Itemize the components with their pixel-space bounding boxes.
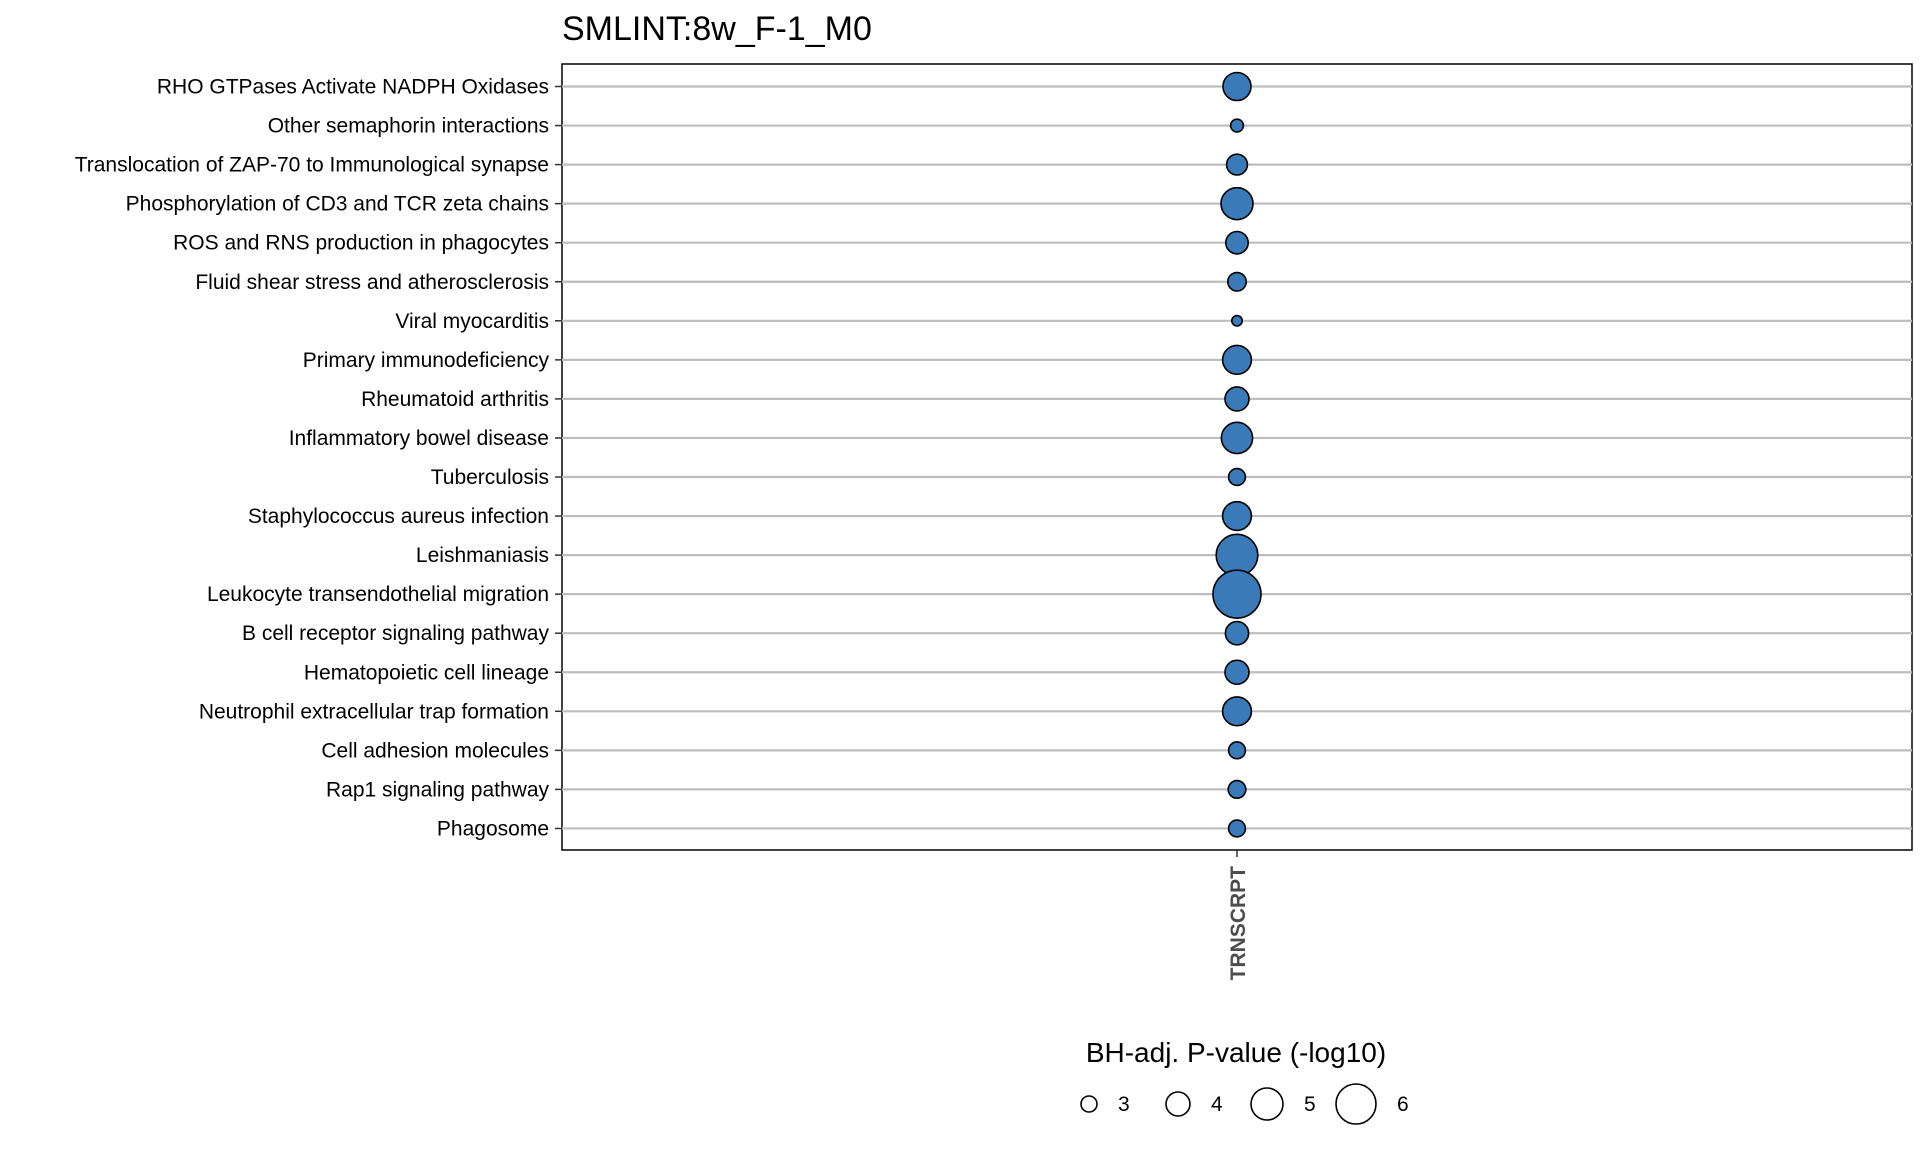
legend-key bbox=[1335, 1083, 1377, 1125]
legend-label: 6 bbox=[1397, 1093, 1409, 1116]
y-tick-label: Staphylococcus aureus infection bbox=[248, 505, 549, 528]
y-tick-label: Viral myocarditis bbox=[395, 310, 549, 333]
y-tick-label: RHO GTPases Activate NADPH Oxidases bbox=[157, 76, 549, 99]
legend-label: 5 bbox=[1304, 1093, 1316, 1116]
legend-label: 4 bbox=[1211, 1093, 1223, 1116]
data-point bbox=[1221, 500, 1253, 532]
y-tick-label: Leukocyte transendothelial migration bbox=[207, 583, 549, 606]
y-axis: RHO GTPases Activate NADPH Oxidases Other… bbox=[75, 76, 562, 840]
y-tick-label: Hematopoietic cell lineage bbox=[304, 661, 549, 684]
data-points bbox=[1212, 71, 1262, 838]
legend-key bbox=[1250, 1087, 1284, 1121]
data-point bbox=[1227, 467, 1247, 487]
data-point bbox=[1231, 314, 1244, 327]
data-point bbox=[1227, 779, 1247, 800]
data-point bbox=[1227, 819, 1247, 838]
y-tick-label: Cell adhesion molecules bbox=[321, 739, 549, 762]
legend-title: BH-adj. P-value (-log10) bbox=[1086, 1037, 1386, 1068]
data-point bbox=[1220, 421, 1254, 455]
x-axis: TRNSCRPT bbox=[1227, 850, 1250, 980]
y-tick-label: Rheumatoid arthritis bbox=[361, 388, 549, 411]
data-point bbox=[1221, 344, 1253, 376]
y-tick-label: Inflammatory bowel disease bbox=[289, 427, 549, 450]
y-tick-label: Leishmaniasis bbox=[416, 544, 549, 567]
legend-key bbox=[1165, 1091, 1191, 1117]
y-tick-label: ROS and RNS production in phagocytes bbox=[173, 232, 549, 255]
y-tick-label: Neutrophil extracellular trap formation bbox=[199, 700, 549, 723]
x-tick-label: TRNSCRPT bbox=[1227, 866, 1250, 981]
y-tick-label: Fluid shear stress and atherosclerosis bbox=[195, 271, 549, 294]
size-legend: BH-adj. P-value (-log10) 3 4 5 6 bbox=[1080, 1037, 1409, 1125]
y-tick-label: Tuberculosis bbox=[431, 466, 549, 489]
y-tick-label: Translocation of ZAP-70 to Immunological… bbox=[75, 154, 549, 177]
y-tick-label: Phosphorylation of CD3 and TCR zeta chai… bbox=[126, 193, 549, 216]
y-tick-label: Phagosome bbox=[437, 817, 549, 840]
data-point bbox=[1221, 696, 1253, 727]
data-point bbox=[1227, 271, 1248, 292]
data-point bbox=[1224, 620, 1250, 646]
plot-panel bbox=[561, 63, 1913, 851]
y-tick-label: Rap1 signaling pathway bbox=[326, 778, 549, 801]
data-point bbox=[1225, 230, 1250, 255]
data-point bbox=[1224, 386, 1250, 412]
y-tick-label: B cell receptor signaling pathway bbox=[242, 622, 550, 645]
data-point bbox=[1227, 741, 1247, 760]
data-point bbox=[1229, 118, 1245, 133]
y-tick-label: Other semaphorin interactions bbox=[268, 115, 549, 138]
data-point bbox=[1222, 71, 1252, 102]
data-point bbox=[1220, 186, 1254, 221]
chart-title: SMLINT:8w_F-1_M0 bbox=[562, 10, 872, 48]
data-point bbox=[1225, 153, 1249, 176]
data-point bbox=[1224, 659, 1250, 686]
legend-key bbox=[1080, 1095, 1098, 1113]
data-point bbox=[1212, 569, 1262, 619]
legend-label: 3 bbox=[1118, 1093, 1130, 1116]
y-tick-label: Primary immunodeficiency bbox=[303, 349, 550, 372]
